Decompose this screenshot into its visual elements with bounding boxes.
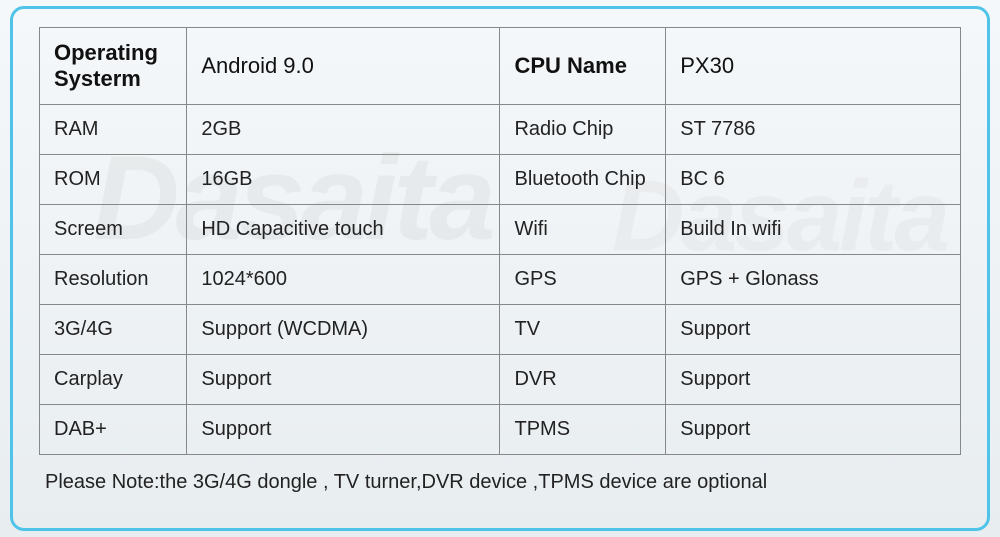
cell-label-left: Carplay (40, 355, 187, 405)
header-value-right: PX30 (666, 28, 961, 105)
table-row: RAM 2GB Radio Chip ST 7786 (40, 105, 961, 155)
specs-table-body: Operating Systerm Android 9.0 CPU Name P… (40, 28, 961, 455)
table-row: Carplay Support DVR Support (40, 355, 961, 405)
table-row: ROM 16GB Bluetooth Chip BC 6 (40, 155, 961, 205)
cell-value-right: Support (666, 305, 961, 355)
table-row: DAB+ Support TPMS Support (40, 405, 961, 455)
cell-label-right: Bluetooth Chip (500, 155, 666, 205)
cell-label-left: Resolution (40, 255, 187, 305)
header-label-left: Operating Systerm (40, 28, 187, 105)
cell-value-left: Support (187, 355, 500, 405)
cell-value-right: Support (666, 355, 961, 405)
cell-value-right: GPS + Glonass (666, 255, 961, 305)
content-layer: Operating Systerm Android 9.0 CPU Name P… (39, 27, 961, 494)
specs-header-row: Operating Systerm Android 9.0 CPU Name P… (40, 28, 961, 105)
cell-label-left: Screem (40, 205, 187, 255)
cell-value-left: HD Capacitive touch (187, 205, 500, 255)
cell-label-right: Radio Chip (500, 105, 666, 155)
cell-value-left: Support (187, 405, 500, 455)
footnote: Please Note:the 3G/4G dongle , TV turner… (39, 471, 961, 494)
specs-table: Operating Systerm Android 9.0 CPU Name P… (39, 27, 961, 455)
cell-value-right: Support (666, 405, 961, 455)
cell-label-right: TPMS (500, 405, 666, 455)
cell-value-right: BC 6 (666, 155, 961, 205)
cell-label-right: TV (500, 305, 666, 355)
cell-label-left: DAB+ (40, 405, 187, 455)
cell-value-left: 16GB (187, 155, 500, 205)
cell-value-left: 1024*600 (187, 255, 500, 305)
header-label-right: CPU Name (500, 28, 666, 105)
cell-value-left: Support (WCDMA) (187, 305, 500, 355)
cell-value-left: 2GB (187, 105, 500, 155)
cell-label-right: GPS (500, 255, 666, 305)
header-value-left: Android 9.0 (187, 28, 500, 105)
table-row: Screem HD Capacitive touch Wifi Build In… (40, 205, 961, 255)
cell-label-right: DVR (500, 355, 666, 405)
table-row: 3G/4G Support (WCDMA) TV Support (40, 305, 961, 355)
cell-value-right: Build In wifi (666, 205, 961, 255)
cell-value-right: ST 7786 (666, 105, 961, 155)
cell-label-left: ROM (40, 155, 187, 205)
table-row: Resolution 1024*600 GPS GPS + Glonass (40, 255, 961, 305)
cell-label-right: Wifi (500, 205, 666, 255)
cell-label-left: 3G/4G (40, 305, 187, 355)
outer-frame: Dasaita Dasaita Operating Systerm Androi… (10, 6, 990, 531)
cell-label-left: RAM (40, 105, 187, 155)
